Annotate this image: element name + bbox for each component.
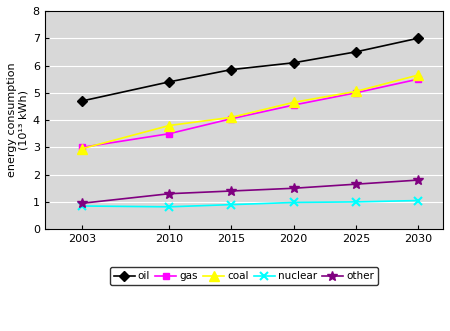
gas (353, 91, 359, 95)
oil (415, 36, 421, 40)
gas (291, 103, 297, 107)
nuclear (229, 203, 234, 207)
oil (166, 80, 172, 84)
nuclear (79, 204, 85, 208)
coal (229, 115, 234, 119)
Line: other: other (77, 175, 423, 208)
nuclear (415, 199, 421, 203)
gas (229, 117, 234, 121)
nuclear (166, 205, 172, 209)
other (79, 201, 85, 205)
other (291, 186, 297, 190)
oil (229, 68, 234, 71)
Y-axis label: energy consumption
(10¹³ kWh): energy consumption (10¹³ kWh) (7, 63, 28, 177)
oil (353, 50, 359, 54)
coal (291, 100, 297, 104)
coal (415, 73, 421, 77)
nuclear (291, 201, 297, 205)
oil (79, 99, 85, 103)
other (353, 182, 359, 186)
Line: coal: coal (77, 70, 423, 154)
other (229, 189, 234, 193)
Line: gas: gas (79, 76, 422, 151)
gas (415, 77, 421, 81)
coal (353, 89, 359, 93)
gas (79, 145, 85, 149)
other (166, 192, 172, 196)
other (415, 178, 421, 182)
oil (291, 61, 297, 65)
gas (166, 132, 172, 136)
Line: oil: oil (79, 35, 422, 105)
coal (166, 123, 172, 127)
Line: nuclear: nuclear (78, 196, 422, 211)
nuclear (353, 200, 359, 204)
Legend: oil, gas, coal, nuclear, other: oil, gas, coal, nuclear, other (110, 267, 378, 285)
coal (79, 147, 85, 151)
